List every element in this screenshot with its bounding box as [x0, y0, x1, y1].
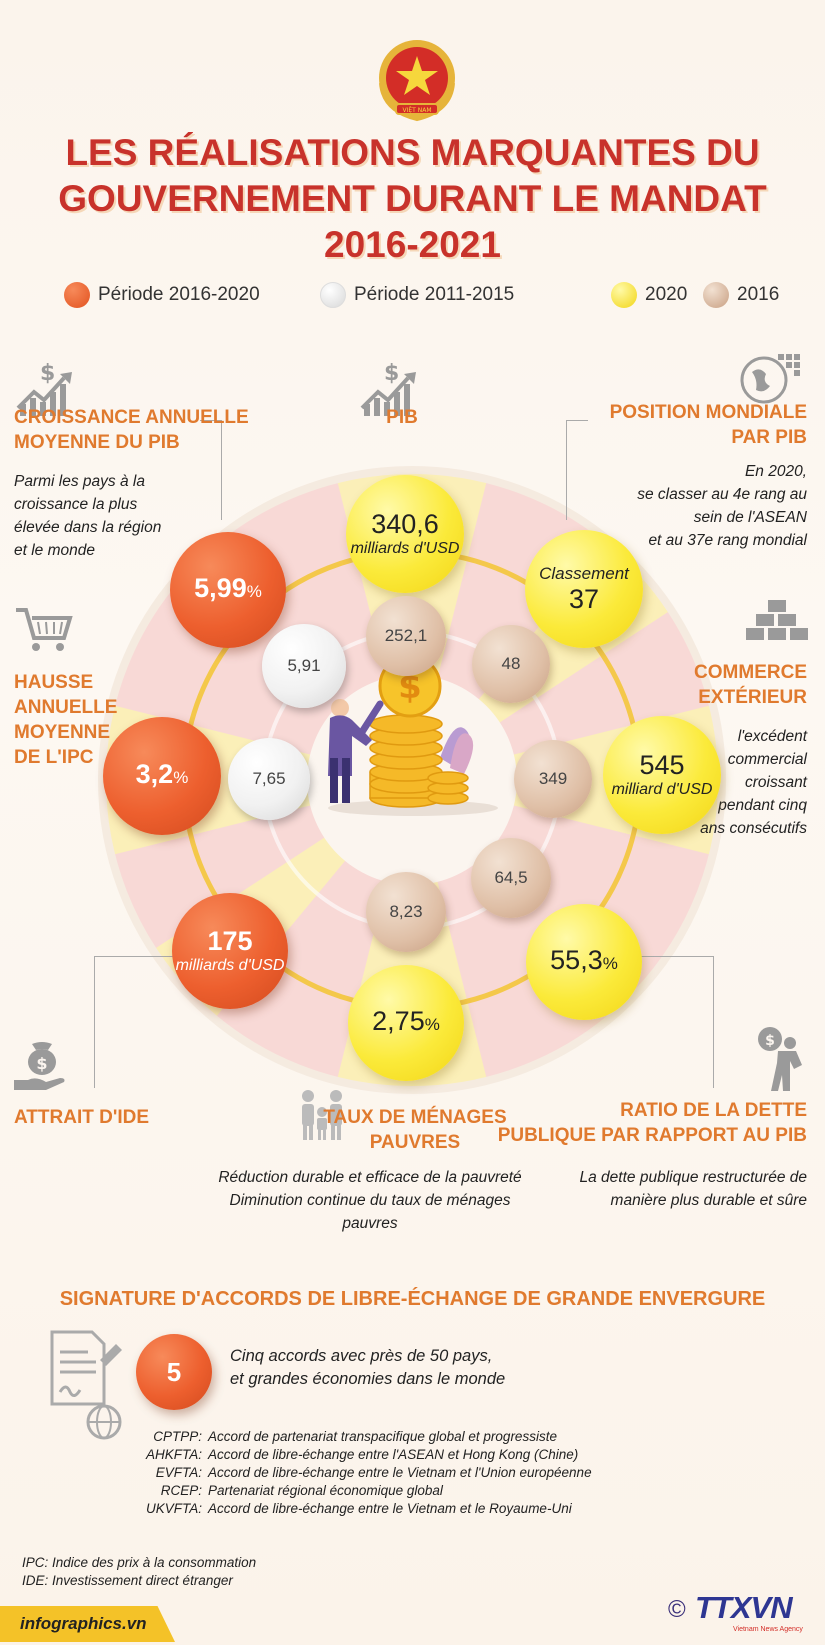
ide-heading: ATTRAIT D'IDE — [14, 1107, 150, 1128]
legend-2016-2020: Période 2016-2020 — [64, 282, 260, 308]
svg-text:VIỆT NAM: VIỆT NAM — [402, 106, 431, 114]
accord-item: RCEP: Partenariat régional économique gl… — [160, 1483, 443, 1498]
commerce-unit: milliard d'USD — [611, 781, 713, 798]
dette-value: 55,3% — [550, 945, 618, 975]
pauvres-heading: TAUX DE MÉNAGES PAUVRES — [323, 1107, 507, 1153]
position-label: Classement — [539, 564, 629, 583]
svg-text:$: $ — [40, 361, 55, 386]
accords-list: CPTPP: Accord de partenariat transpacifi… — [110, 1428, 670, 1518]
accord-item: EVFTA: Accord de libre-échange entre le … — [155, 1465, 592, 1480]
commerce-value-circle: 545 milliard d'USD — [603, 716, 721, 834]
debt-burden-icon: $ — [758, 1027, 802, 1091]
pib-chart-icon: $ — [360, 361, 416, 416]
croissance-description: Parmi les pays à la croissance la plus é… — [14, 473, 162, 559]
dette-prev-circle: 64,5 — [471, 838, 551, 918]
svg-text:$: $ — [398, 667, 422, 707]
page-title: LES RÉALISATIONS MARQUANTES DU GOUVERNEM… — [58, 132, 767, 265]
commerce-prev-circle: 349 — [514, 740, 592, 818]
dette-description: La dette publique restructurée de manièr… — [579, 1169, 808, 1209]
ipc-prev-circle: 7,65 — [228, 738, 310, 820]
croissance-heading: CROISSANCE ANNUELLE MOYENNE DU PIB — [14, 407, 249, 453]
pib-unit: milliards d'USD — [350, 540, 460, 557]
money-hand-icon: $ — [14, 1042, 65, 1090]
position-description: En 2020, se classer au 4e rang au sein d… — [637, 463, 807, 549]
ide-unit: milliards d'USD — [175, 957, 285, 974]
legend-2011-2015: Période 2011-2015 — [320, 282, 514, 308]
accord-item: UKVFTA: Accord de libre-échange entre le… — [145, 1501, 572, 1516]
copyright-icon: © — [668, 1596, 686, 1623]
pauvres-value: 2,75% — [372, 1006, 440, 1036]
ipc-value: 3,2% — [135, 759, 189, 789]
legend-dot-tan — [703, 282, 729, 308]
pauvres-prev-circle: 8,23 — [366, 872, 446, 952]
commerce-heading: COMMERCE EXTÉRIEUR — [694, 662, 807, 708]
svg-text:$: $ — [384, 361, 399, 386]
commerce-value: 545 — [639, 750, 685, 780]
contract-globe-icon — [50, 1330, 122, 1440]
dette-heading: RATIO DE LA DETTE PUBLIQUE PAR RAPPORT A… — [497, 1100, 807, 1146]
national-emblem: VIỆT NAM — [379, 40, 455, 122]
pauvres-description: Réduction durable et efficace de la pauv… — [218, 1169, 522, 1232]
position-value: 37 — [568, 584, 600, 614]
legend-dot-orange — [64, 282, 90, 308]
position-prev-circle: 48 — [472, 625, 550, 703]
position-value-circle: Classement 37 — [525, 530, 643, 648]
ipc-heading: HAUSSE ANNUELLE MOYENNE DE L'IPC — [14, 672, 118, 768]
croissance-value: 5,99% — [194, 573, 262, 603]
commerce-description: l'excédent commercial croissant pendant … — [700, 728, 807, 837]
ide-value-circle: 175 milliards d'USD — [172, 893, 288, 1009]
ipc-value-circle: 3,2% — [103, 717, 221, 835]
pib-prev-circle: 252,1 — [366, 596, 446, 676]
pauvres-value-circle: 2,75% — [348, 965, 464, 1081]
legend-dot-yellow — [611, 282, 637, 308]
leader-line-position — [566, 420, 588, 520]
croissance-value-circle: 5,99% — [170, 532, 286, 648]
footnotes: IPC: Indice des prix à la consommation I… — [22, 1555, 257, 1588]
legend-2016: 2016 — [703, 282, 779, 308]
pib-value-circle: 340,6 milliards d'USD — [346, 475, 464, 593]
dette-value-circle: 55,3% — [526, 904, 642, 1020]
pib-value: 340,6 — [371, 509, 439, 539]
pib-heading: PIB — [386, 407, 418, 428]
shipping-boxes-icon — [746, 600, 808, 640]
accords-count-circle: 5 — [136, 1334, 212, 1410]
accords-description: Cinq accords avec près de 50 pays, et gr… — [230, 1347, 506, 1388]
ide-value: 175 — [207, 926, 253, 956]
legend-2020: 2020 — [611, 282, 687, 308]
position-heading: POSITION MONDIALE PAR PIB — [609, 402, 807, 448]
accord-item: CPTPP: Accord de partenariat transpacifi… — [153, 1429, 557, 1444]
globe-grid-icon — [740, 354, 800, 404]
family-icon — [302, 1090, 342, 1140]
agency-logo: TTXVN — [695, 1590, 793, 1625]
agency-subtitle: Vietnam News Agency — [733, 1626, 803, 1633]
svg-text:$: $ — [765, 1033, 775, 1049]
svg-text:$: $ — [36, 1054, 47, 1073]
croissance-prev-circle: 5,91 — [262, 624, 346, 708]
legend-dot-grey — [320, 282, 346, 308]
growth-chart-icon: $ — [16, 361, 72, 416]
accord-item: AHKFTA: Accord de libre-échange entre l'… — [145, 1447, 579, 1462]
accords-heading: SIGNATURE D'ACCORDS DE LIBRE-ÉCHANGE DE … — [59, 1288, 766, 1310]
shopping-cart-icon — [16, 608, 73, 651]
footer-site-link[interactable]: infographics.vn — [20, 1614, 147, 1633]
footer-site-bar — [0, 1606, 175, 1642]
leader-line-dette — [640, 956, 714, 1088]
leader-line-croissance — [200, 420, 222, 520]
leader-line-ide — [94, 956, 174, 1088]
